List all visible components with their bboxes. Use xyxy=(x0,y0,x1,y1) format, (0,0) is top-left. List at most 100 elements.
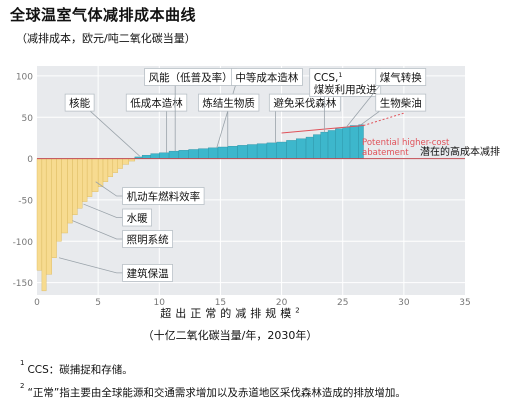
callout-footnote-mark: 1 xyxy=(338,71,342,79)
callout-label: 生物柴油 xyxy=(380,97,422,110)
footnote-2-mark: 2 xyxy=(20,381,25,390)
callout-leader xyxy=(95,181,123,197)
callout-box xyxy=(375,93,427,112)
callout-label: 风能（低普及率） xyxy=(149,71,233,84)
negative-cost-bar xyxy=(107,158,114,177)
positive-cost-bar xyxy=(217,146,228,159)
x-tick-label: 5 xyxy=(95,298,101,308)
callout-box xyxy=(309,68,382,97)
positive-cost-bar xyxy=(207,147,219,159)
chart-title: 全球温室气体减排成本曲线 xyxy=(10,6,197,24)
negative-cost-bar xyxy=(67,158,73,224)
negative-cost-bar xyxy=(97,158,104,187)
footnote-2: 2“正常”指主要由全球能源和交通需求增加以及赤道地区采伐森林造成的排放增加。 xyxy=(20,381,406,400)
positive-cost-bar xyxy=(168,150,180,159)
footnote-1: 1CCS：碳捕捉和存储。 xyxy=(20,358,133,377)
negative-cost-bar xyxy=(45,158,52,275)
positive-cost-bar xyxy=(286,140,297,159)
callout-box xyxy=(375,68,427,86)
negative-cost-bar xyxy=(36,158,43,271)
callout-leader xyxy=(72,220,123,240)
positive-cost-bar xyxy=(320,131,329,159)
footnote-1-text: CCS：碳捕捉和存储。 xyxy=(27,364,133,376)
callout-box xyxy=(122,187,205,205)
y-tick-label: -50 xyxy=(18,196,33,206)
positive-cost-bar xyxy=(159,152,170,159)
x-axis-unit: （十亿二氧化碳当量/年，2030年） xyxy=(142,329,318,342)
positive-cost-bar xyxy=(342,126,351,159)
footnote-2-text: “正常”指主要由全球能源和交通需求增加以及赤道地区采伐森林造成的排放增加。 xyxy=(27,387,406,399)
y-tick-label: -100 xyxy=(13,238,34,248)
positive-cost-bar xyxy=(327,130,336,159)
positive-cost-bar xyxy=(188,149,199,159)
negative-cost-bar xyxy=(72,158,78,216)
negative-cost-bar xyxy=(77,158,83,209)
negative-cost-bar xyxy=(86,158,93,197)
negative-cost-bar xyxy=(117,158,123,169)
potential-annotation-cn: 潜在的高成本减排 xyxy=(420,145,500,158)
negative-cost-bar xyxy=(91,158,99,192)
negative-cost-bar xyxy=(56,158,62,242)
positive-cost-bar xyxy=(313,134,321,159)
callout-label: 避免采伐森林 xyxy=(273,97,336,110)
negative-cost-bar xyxy=(82,158,88,202)
negative-cost-bar xyxy=(112,158,118,173)
positive-cost-bar xyxy=(305,136,314,159)
footnote-1-mark: 1 xyxy=(20,358,25,367)
callout-leader xyxy=(58,257,123,274)
callout-box xyxy=(231,68,303,86)
callout-box xyxy=(64,93,95,112)
callout-label: 中等成本造林 xyxy=(235,71,298,84)
x-tick-label: 10 xyxy=(154,298,166,308)
x-tick-label: 20 xyxy=(276,298,288,308)
potential-line-solid xyxy=(281,125,364,134)
positive-cost-bar xyxy=(178,150,189,159)
callout-label: 建筑保温 xyxy=(127,267,169,280)
x-axis-label: 超出正常的减排规模2 xyxy=(160,306,300,320)
negative-cost-bar xyxy=(122,158,129,165)
chart-subtitle: （减排成本，欧元/吨二氧化碳当量） xyxy=(16,32,196,45)
positive-cost-bar xyxy=(335,128,343,159)
callout-label: 机动车燃料效率 xyxy=(127,190,201,203)
positive-cost-bar xyxy=(247,144,258,159)
callout-label: 低成本造林 xyxy=(130,97,183,110)
negative-cost-bar xyxy=(61,158,68,234)
y-tick-label: 100 xyxy=(16,72,33,82)
positive-cost-bar xyxy=(266,142,277,159)
x-tick-label: 0 xyxy=(34,298,40,308)
negative-cost-bar xyxy=(102,158,109,182)
x-tick-label: 25 xyxy=(337,298,348,308)
potential-annotation-en: abatement xyxy=(362,148,409,158)
callout-leader xyxy=(360,110,380,126)
x-tick-label: 30 xyxy=(398,298,410,308)
callout-box xyxy=(122,208,152,227)
callout-label: 照明系统 xyxy=(127,233,169,246)
x-axis-label-footnote-mark: 2 xyxy=(295,306,300,315)
negative-cost-bar xyxy=(41,158,47,292)
x-tick-label: 35 xyxy=(459,298,470,308)
callout-label: 核能 xyxy=(69,97,90,110)
potential-line-dashed xyxy=(363,112,405,127)
y-tick-label: 50 xyxy=(22,114,34,124)
positive-cost-bar xyxy=(237,145,248,159)
positive-cost-bar xyxy=(227,145,238,159)
positive-cost-bar xyxy=(349,125,359,159)
callout-box xyxy=(122,264,173,282)
callout-leader xyxy=(346,85,381,128)
callout-box xyxy=(268,93,341,112)
callout-leader xyxy=(89,110,140,157)
callout-leader xyxy=(83,203,123,218)
callout-box xyxy=(122,230,173,248)
callout-label: 炼结生物质 xyxy=(202,97,255,110)
positive-cost-bar xyxy=(296,138,307,159)
potential-annotation-en: Potential higher-cost xyxy=(362,138,450,148)
positive-cost-bar xyxy=(150,153,160,159)
positive-cost-bar xyxy=(198,148,209,159)
callout-label: 煤气转换 xyxy=(380,71,422,84)
callout-label: 煤炭利用改进 xyxy=(314,83,377,96)
negative-cost-bar xyxy=(51,158,57,258)
x-tick-label: 15 xyxy=(215,298,226,308)
y-tick-label: -150 xyxy=(13,279,34,289)
positive-cost-bar xyxy=(276,141,287,159)
